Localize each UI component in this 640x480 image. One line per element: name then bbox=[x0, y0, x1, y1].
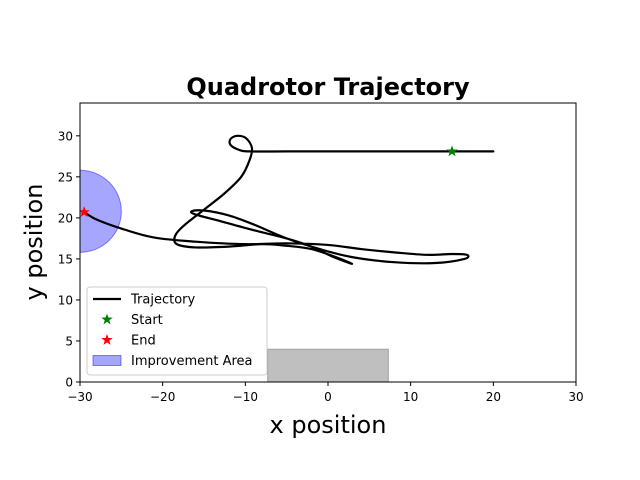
y-tick-label: 30 bbox=[58, 129, 73, 143]
y-tick-label: 5 bbox=[65, 334, 73, 348]
legend-handle-improvement-area bbox=[92, 355, 122, 366]
legend-label-end: End bbox=[131, 334, 156, 349]
y-tick-label: 15 bbox=[58, 252, 73, 266]
legend-handle-end bbox=[101, 334, 113, 345]
legend-label-trajectory: Trajectory bbox=[130, 293, 195, 308]
start-marker bbox=[446, 145, 458, 157]
x-tick-label: −30 bbox=[67, 390, 92, 404]
legend-box bbox=[86, 286, 268, 376]
y-tick-label: 20 bbox=[58, 211, 73, 225]
x-tick-label: 0 bbox=[324, 390, 332, 404]
y-tick-label: 25 bbox=[58, 170, 73, 184]
x-tick-label: 10 bbox=[403, 390, 418, 404]
y-axis-title: y position bbox=[20, 184, 48, 301]
legend-label-improvement-area: Improvement Area bbox=[131, 354, 253, 369]
x-axis-title: x position bbox=[270, 411, 387, 439]
x-tick-label: 30 bbox=[568, 390, 583, 404]
obstacle-region bbox=[267, 348, 389, 382]
x-tick-label: 20 bbox=[486, 390, 501, 404]
y-tick-label: 0 bbox=[65, 376, 73, 390]
legend-handle-start bbox=[101, 313, 113, 325]
axis-ticks: −30 −20 −10 0 10 20 30 0 5 10 15 20 25 30 bbox=[58, 129, 584, 404]
legend: Trajectory Start End Improvement Area bbox=[86, 286, 268, 376]
x-tick-label: −20 bbox=[150, 390, 175, 404]
y-tick-label: 10 bbox=[58, 293, 73, 307]
legend-label-start: Start bbox=[131, 313, 163, 328]
chart-title: Quadrotor Trajectory bbox=[186, 73, 470, 101]
end-marker bbox=[80, 206, 90, 217]
x-tick-label: −10 bbox=[233, 390, 258, 404]
trajectory-line bbox=[83, 134, 495, 265]
improvement-area-region bbox=[80, 169, 122, 253]
plot-area bbox=[80, 134, 495, 382]
